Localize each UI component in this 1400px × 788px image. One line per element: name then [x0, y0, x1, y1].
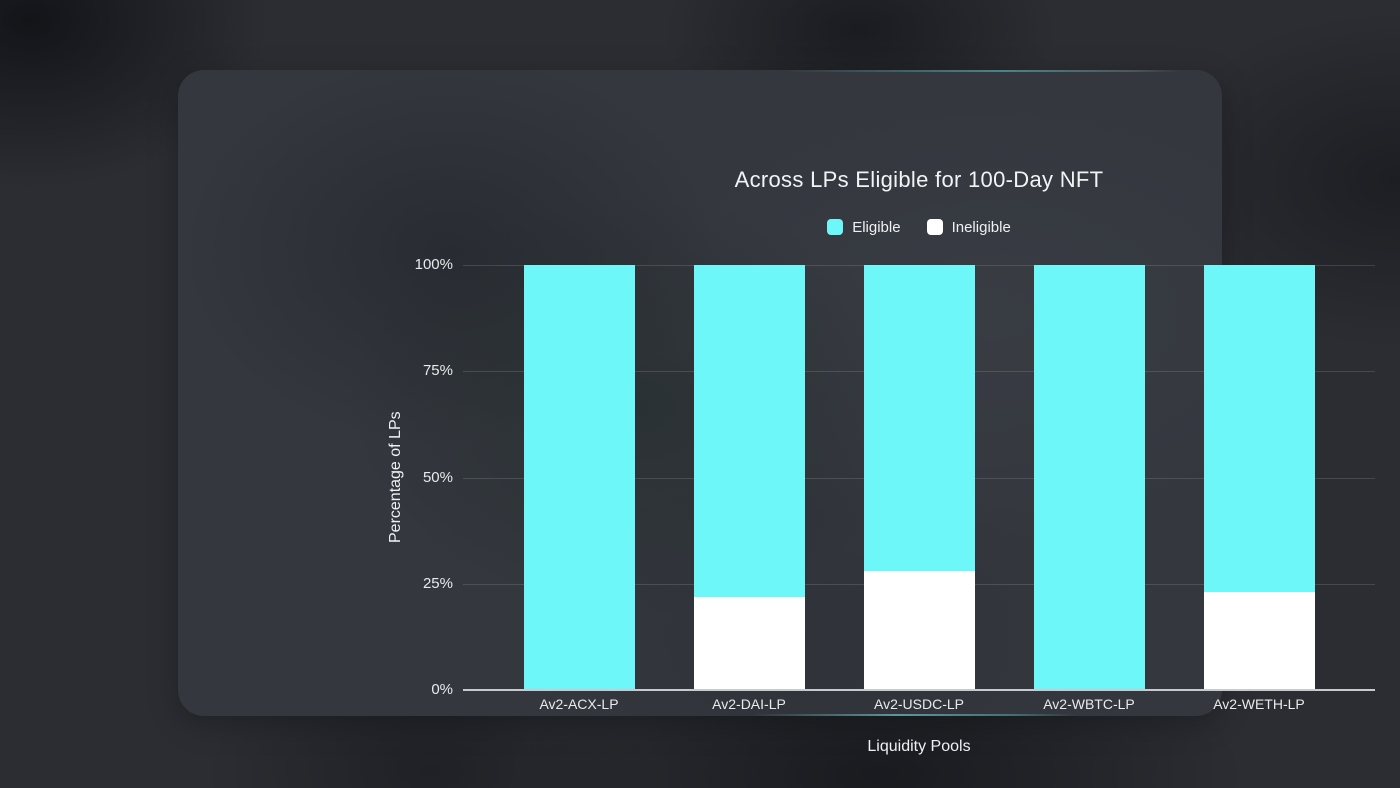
bar-slot-av2-acx-lp	[494, 265, 664, 690]
bar-segment-ineligible	[863, 571, 975, 690]
y-tick-label-50: 50%	[422, 468, 453, 486]
bar-slot-av2-usdc-lp	[834, 265, 1004, 690]
bar-segment-eligible	[1033, 265, 1145, 690]
plot-area	[463, 265, 1375, 691]
bar-slot-av2-wbtc-lp	[1004, 265, 1174, 690]
legend-label: Ineligible	[951, 218, 1011, 236]
x-tick-label-av2-acx-lp: Av2-ACX-LP	[539, 696, 619, 712]
chart-card: Across LPs Eligible for 100-Day NFT Elig…	[178, 70, 1375, 755]
bar-slot-av2-weth-lp	[1174, 265, 1344, 690]
y-tick-label-25: 25%	[422, 574, 453, 592]
legend-swatch-eligible	[827, 219, 844, 235]
x-axis-tick-labels: Av2-ACX-LP Av2-DAI-LP Av2-USDC-LP Av2-WBTC-…	[494, 696, 1344, 712]
bar-av2-wbtc-lp[interactable]	[1033, 265, 1145, 690]
bar-segment-ineligible	[693, 596, 805, 690]
x-axis-title: Liquidity Pools	[867, 738, 971, 755]
legend-item-ineligible[interactable]: Ineligible	[926, 218, 1011, 236]
legend: Eligible Ineligible	[463, 216, 1375, 238]
chart-title: Across LPs Eligible for 100-Day NFT	[734, 167, 1104, 192]
legend-swatch-ineligible	[926, 219, 943, 235]
legend-item-eligible[interactable]: Eligible	[827, 218, 901, 236]
x-axis-line	[463, 689, 1375, 691]
bar-av2-usdc-lp[interactable]	[863, 265, 975, 690]
bar-av2-dai-lp[interactable]	[693, 265, 805, 690]
bar-segment-eligible	[1203, 265, 1315, 593]
bar-av2-acx-lp[interactable]	[523, 265, 635, 690]
bar-av2-weth-lp[interactable]	[1203, 265, 1315, 690]
y-tick-label-100: 100%	[414, 256, 453, 273]
bar-slot-av2-dai-lp	[664, 265, 834, 690]
x-tick-label-av2-usdc-lp: Av2-USDC-LP	[874, 696, 964, 712]
x-tick-label-av2-weth-lp: Av2-WETH-LP	[1213, 696, 1305, 712]
bars-row	[494, 265, 1344, 690]
y-tick-label-75: 75%	[422, 362, 453, 380]
x-tick-label-av2-dai-lp: Av2-DAI-LP	[712, 696, 786, 712]
bar-segment-eligible	[693, 265, 805, 597]
legend-label: Eligible	[852, 218, 901, 236]
y-axis-tick-labels: 0% 25% 50% 75% 100%	[373, 256, 458, 698]
x-tick-label-av2-wbtc-lp: Av2-WBTC-LP	[1043, 696, 1135, 712]
bar-segment-ineligible	[1203, 592, 1315, 690]
bar-segment-eligible	[523, 265, 635, 690]
bar-segment-eligible	[863, 265, 975, 571]
y-tick-label-0: 0%	[431, 681, 453, 698]
